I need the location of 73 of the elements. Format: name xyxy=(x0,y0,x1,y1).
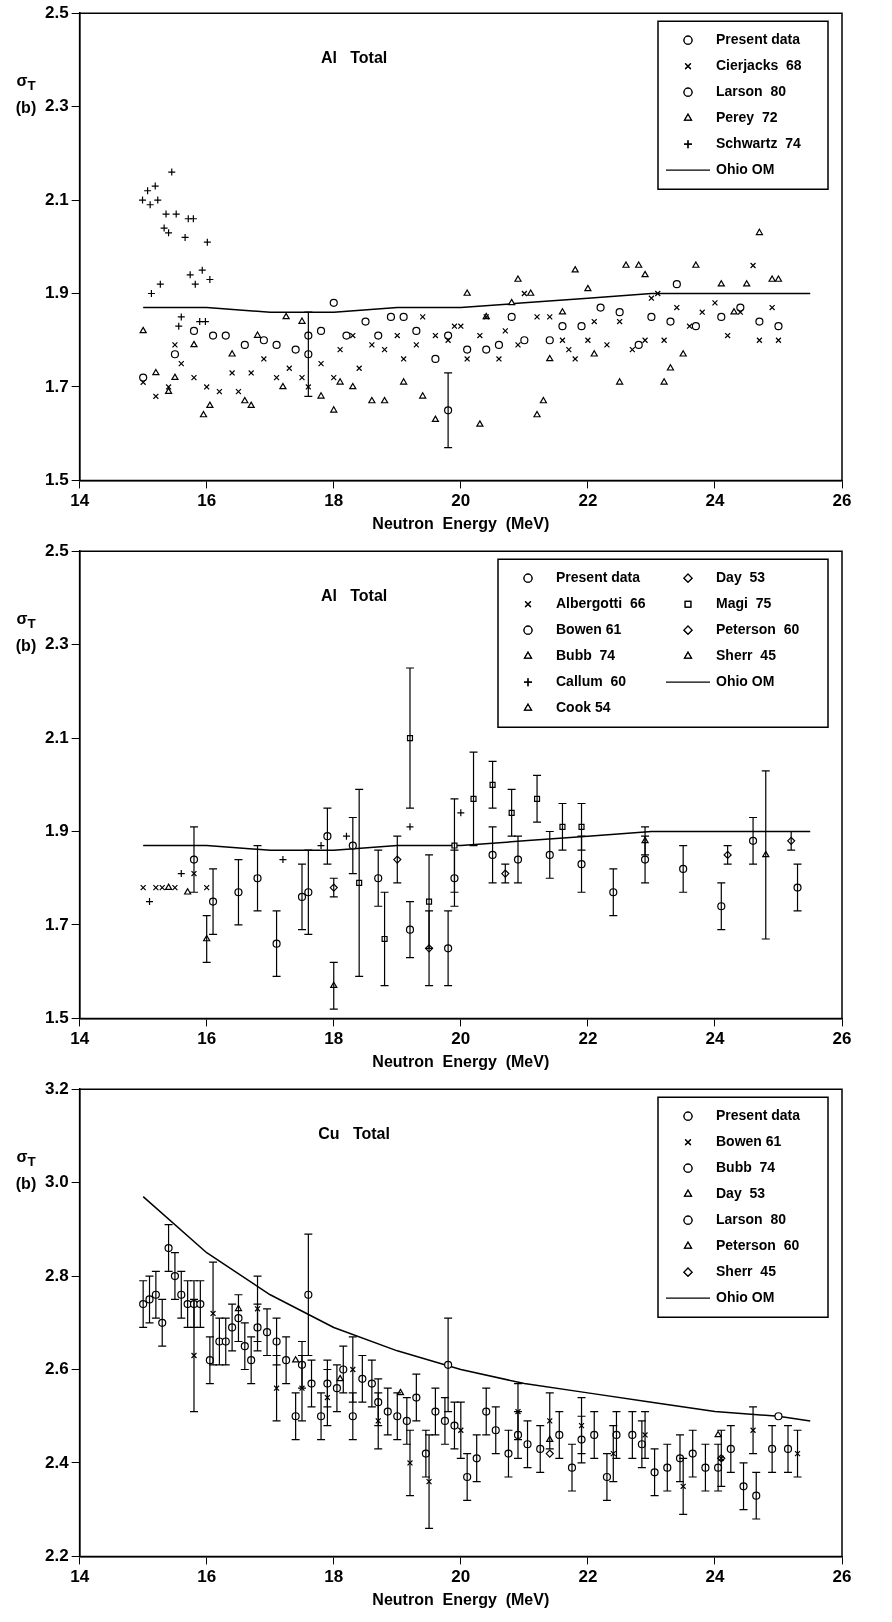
x-tick-label: 22 xyxy=(578,1029,598,1049)
legend-label: Bubb 74 xyxy=(556,647,616,664)
legend-label: Bubb 74 xyxy=(716,1159,776,1176)
y-tick-label: 2.6 xyxy=(44,1359,69,1379)
text: Al Total xyxy=(320,48,388,66)
x-tick-label: 22 xyxy=(578,491,598,511)
legend-label: Ohio OM xyxy=(716,161,775,178)
x-tick-label: 18 xyxy=(324,1567,344,1587)
y-tick-label: 1.5 xyxy=(44,1008,69,1028)
legend-label: Bowen 61 xyxy=(556,621,622,638)
x-axis-title: Neutron Energy (MeV) xyxy=(372,1590,550,1608)
y-tick-label: 2.5 xyxy=(44,540,69,560)
legend-label: Perey 72 xyxy=(716,109,778,126)
x-tick-label: 14 xyxy=(70,1029,90,1049)
x-tick-label: 14 xyxy=(70,1567,90,1587)
y-axis-title: σ$_{T}$ (b) xyxy=(14,71,38,119)
x-tick-label: 20 xyxy=(451,491,471,511)
text: Cu Total xyxy=(318,1124,390,1142)
x-tick-label: 26 xyxy=(832,491,852,511)
y-axis-title: σ$_{T}$ (b) xyxy=(14,1147,38,1195)
y-tick-label: 2.8 xyxy=(44,1265,69,1285)
legend-label: Larson 80 xyxy=(716,83,787,100)
x-tick-label: 16 xyxy=(197,1567,217,1587)
y-tick-label: 1.9 xyxy=(44,821,69,841)
legend-label: Sherr 45 xyxy=(716,647,777,664)
x-tick-label: 20 xyxy=(451,1567,471,1587)
x-tick-label: 16 xyxy=(197,491,217,511)
x-tick-label: 20 xyxy=(451,1029,471,1049)
legend-label: Peterson 60 xyxy=(716,621,800,638)
x-tick-label: 18 xyxy=(324,491,344,511)
x-tick-label: 26 xyxy=(832,1029,852,1049)
legend-label: Peterson 60 xyxy=(716,1237,800,1254)
x-axis-title: Neutron Energy (MeV) xyxy=(372,514,550,532)
legend-label: Bowen 61 xyxy=(716,1133,782,1150)
x-tick-label: 24 xyxy=(705,1029,725,1049)
y-tick-label: 1.7 xyxy=(44,376,69,396)
x-tick-label: 26 xyxy=(832,1567,852,1587)
legend-label: Present data xyxy=(716,31,801,48)
y-tick-label: 2.1 xyxy=(44,189,69,209)
legend-label: Callum 60 xyxy=(556,673,627,690)
legend-label: Cierjacks 68 xyxy=(716,57,802,74)
legend-label: Present data xyxy=(716,1107,801,1124)
legend-label: Day 53 xyxy=(716,569,766,586)
y-tick-label: 2.5 xyxy=(44,2,69,22)
legend-label: Schwartz 74 xyxy=(716,135,802,152)
x-tick-label: 16 xyxy=(197,1029,217,1049)
y-tick-label: 1.5 xyxy=(44,470,69,490)
legend-label: Present data xyxy=(556,569,641,586)
y-tick-label: 1.7 xyxy=(44,914,69,934)
legend-label: Albergotti 66 xyxy=(556,595,646,612)
y-tick-label: 2.3 xyxy=(44,96,69,116)
y-axis-title: σ$_{T}$ (b) xyxy=(14,609,38,657)
legend-label: Sherr 45 xyxy=(716,1263,777,1280)
y-tick-label: 2.4 xyxy=(44,1452,70,1472)
x-tick-label: 22 xyxy=(578,1567,598,1587)
legend-label: Cook 54 xyxy=(556,699,611,716)
legend-label: Day 53 xyxy=(716,1185,766,1202)
x-tick-label: 24 xyxy=(705,1567,725,1587)
y-tick-label: 3.2 xyxy=(44,1078,69,1098)
legend-label: Ohio OM xyxy=(716,673,775,690)
legend-label: Larson 80 xyxy=(716,1211,787,1228)
legend-label: Ohio OM xyxy=(716,1289,775,1306)
y-tick-label: 2.2 xyxy=(44,1546,69,1566)
x-tick-label: 18 xyxy=(324,1029,344,1049)
y-tick-label: 3.0 xyxy=(44,1172,69,1192)
x-tick-label: 14 xyxy=(70,491,90,511)
x-axis-title: Neutron Energy (MeV) xyxy=(372,1052,550,1070)
y-tick-label: 2.3 xyxy=(44,634,69,654)
text: Al Total xyxy=(320,586,388,604)
y-tick-label: 1.9 xyxy=(44,283,69,303)
x-tick-label: 24 xyxy=(705,491,725,511)
y-tick-label: 2.1 xyxy=(44,727,69,747)
legend-label: Magi 75 xyxy=(716,595,772,612)
